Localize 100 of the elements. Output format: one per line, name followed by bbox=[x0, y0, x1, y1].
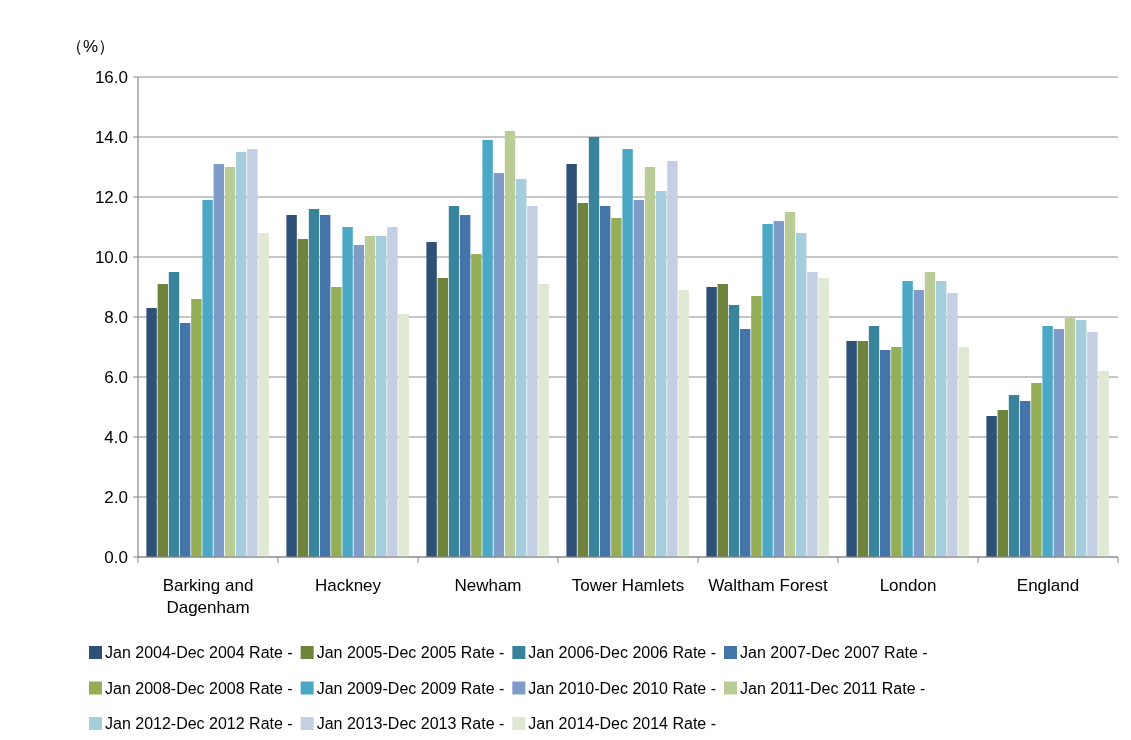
bar bbox=[913, 290, 924, 557]
bar bbox=[600, 206, 611, 557]
bar bbox=[622, 149, 633, 557]
bar bbox=[947, 293, 958, 557]
bar bbox=[258, 233, 269, 557]
legend-label: Jan 2013-Dec 2013 Rate - bbox=[316, 715, 505, 732]
bar bbox=[213, 164, 224, 557]
legend-label: Jan 2012-Dec 2012 Rate - bbox=[105, 715, 293, 732]
bar bbox=[936, 281, 947, 557]
bar bbox=[846, 341, 857, 557]
bar bbox=[460, 215, 471, 557]
bar bbox=[1087, 332, 1098, 557]
bar bbox=[997, 410, 1008, 557]
bar bbox=[342, 227, 353, 557]
legend-label: Jan 2007-Dec 2007 Rate - bbox=[740, 644, 928, 661]
bar bbox=[168, 272, 180, 557]
bar bbox=[958, 347, 969, 557]
y-tick-label: 8.0 bbox=[104, 308, 128, 327]
legend-label: Jan 2014-Dec 2014 Rate - bbox=[528, 715, 717, 732]
bar bbox=[868, 326, 880, 557]
bar bbox=[180, 323, 191, 557]
bar bbox=[891, 347, 902, 557]
bar bbox=[1042, 326, 1053, 557]
bar bbox=[762, 224, 773, 557]
bar bbox=[297, 239, 308, 557]
bar bbox=[1053, 329, 1064, 557]
bar bbox=[902, 281, 913, 557]
bar bbox=[566, 164, 577, 557]
bar bbox=[1008, 395, 1020, 557]
bar bbox=[146, 308, 157, 557]
x-tick-label: Waltham Forest bbox=[708, 576, 828, 595]
bar bbox=[437, 278, 448, 557]
bar bbox=[644, 167, 656, 557]
bar bbox=[611, 218, 622, 557]
x-tick-label: London bbox=[879, 576, 937, 595]
bar bbox=[667, 161, 678, 557]
bar bbox=[398, 314, 409, 557]
bar bbox=[236, 152, 247, 557]
bar bbox=[1031, 383, 1042, 557]
bar bbox=[818, 278, 829, 557]
bar bbox=[308, 209, 320, 557]
bar bbox=[202, 200, 213, 557]
bar bbox=[796, 233, 807, 557]
bar bbox=[364, 236, 376, 557]
bar bbox=[577, 203, 588, 557]
bar bbox=[353, 245, 364, 557]
bar bbox=[426, 242, 437, 557]
y-tick-label: 16.0 bbox=[94, 68, 128, 87]
x-tick-label: Newham bbox=[454, 576, 522, 595]
bar bbox=[482, 140, 493, 557]
x-tick-label: Barking and Dagenham bbox=[162, 576, 254, 617]
legend-label: Jan 2010-Dec 2010 Rate - bbox=[528, 679, 717, 697]
bar bbox=[448, 206, 460, 557]
bar bbox=[588, 137, 600, 557]
bar bbox=[224, 167, 236, 557]
bar bbox=[728, 305, 740, 557]
bar bbox=[516, 179, 527, 557]
bar bbox=[857, 341, 868, 557]
bar bbox=[986, 416, 997, 557]
legend-label: Jan 2008-Dec 2008 Rate - bbox=[105, 679, 293, 697]
bar bbox=[1064, 317, 1076, 557]
bar bbox=[538, 284, 549, 557]
bar bbox=[331, 287, 342, 557]
bar bbox=[807, 272, 818, 557]
bar bbox=[706, 287, 717, 557]
legend-label: Jan 2006-Dec 2006 Rate - bbox=[528, 644, 717, 661]
bar bbox=[493, 173, 504, 557]
bar bbox=[633, 200, 644, 557]
x-tick-label: Tower Hamlets bbox=[571, 576, 685, 595]
bar bbox=[527, 206, 538, 557]
legend-label: Jan 2009-Dec 2009 Rate - bbox=[316, 679, 505, 697]
bar bbox=[157, 284, 168, 557]
bar bbox=[924, 272, 936, 557]
y-tick-label: 14.0 bbox=[94, 128, 128, 147]
legend-label: Jan 2004-Dec 2004 Rate - bbox=[105, 644, 293, 661]
y-tick-label: 6.0 bbox=[104, 368, 128, 387]
y-axis-title: （%） bbox=[66, 37, 116, 56]
bar bbox=[880, 350, 891, 557]
x-tick-label: Hackney bbox=[314, 576, 382, 595]
bar bbox=[678, 290, 689, 557]
bar bbox=[471, 254, 482, 557]
y-tick-label: 0.0 bbox=[104, 548, 128, 567]
bar bbox=[247, 149, 258, 557]
bar bbox=[1020, 401, 1031, 557]
bar bbox=[376, 236, 387, 557]
bar bbox=[773, 221, 784, 557]
bar bbox=[717, 284, 728, 557]
bar bbox=[751, 296, 762, 557]
y-tick-label: 12.0 bbox=[94, 188, 128, 207]
bar bbox=[286, 215, 297, 557]
x-tick-label: England bbox=[1016, 576, 1080, 595]
y-tick-label: 10.0 bbox=[94, 248, 128, 267]
y-tick-label: 2.0 bbox=[104, 488, 128, 507]
bar bbox=[1098, 371, 1109, 557]
bar bbox=[191, 299, 202, 557]
bar bbox=[387, 227, 398, 557]
bar bbox=[740, 329, 751, 557]
bar bbox=[656, 191, 667, 557]
legend-label: Jan 2011-Dec 2011 Rate - bbox=[740, 679, 926, 697]
bar bbox=[504, 131, 516, 557]
